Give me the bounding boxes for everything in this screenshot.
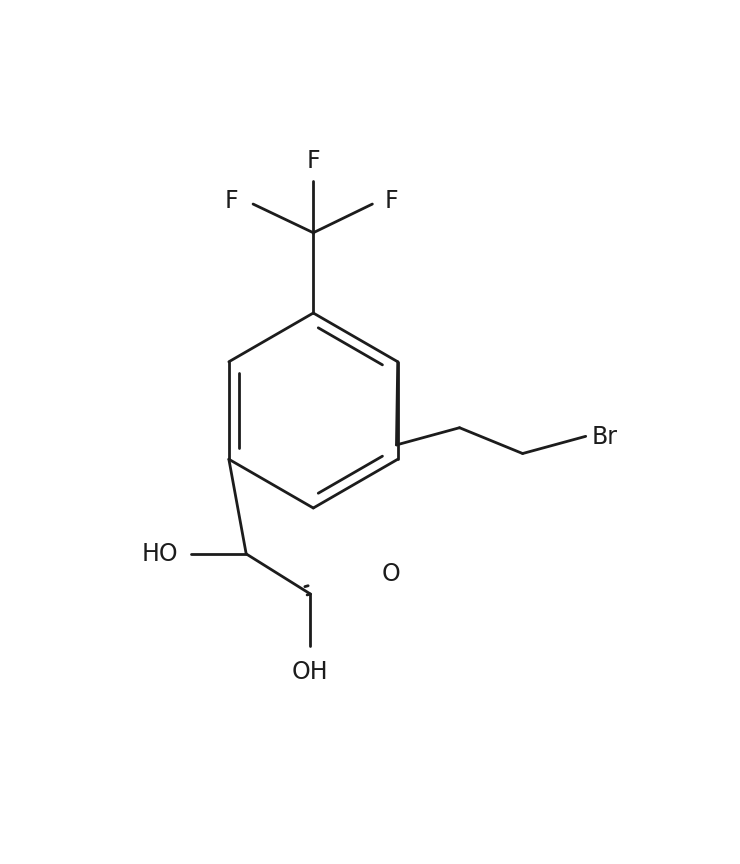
Text: F: F: [306, 149, 320, 173]
Text: HO: HO: [142, 542, 178, 566]
Text: F: F: [385, 189, 399, 213]
Text: O: O: [382, 562, 401, 586]
Text: F: F: [225, 189, 239, 213]
Text: OH: OH: [292, 660, 329, 684]
Text: Br: Br: [591, 425, 617, 449]
